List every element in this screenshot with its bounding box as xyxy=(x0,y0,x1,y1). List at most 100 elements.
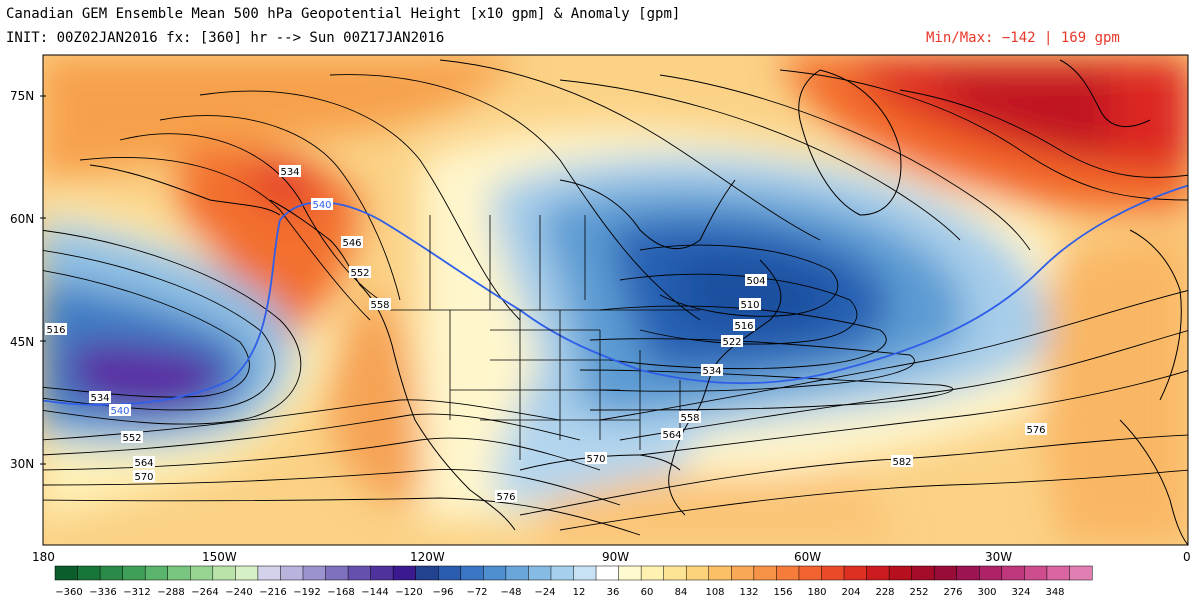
colorbar-tick-label: −360 xyxy=(55,587,82,598)
colorbar-swatch xyxy=(595,565,620,581)
contour-label: 564 xyxy=(662,430,681,441)
colorbar-tick-label: −96 xyxy=(432,587,453,598)
colorbar-swatch xyxy=(1069,565,1093,581)
lon-label: 150W xyxy=(202,550,237,564)
contour-label: 534 xyxy=(90,393,109,404)
colorbar-swatch xyxy=(1024,565,1048,581)
colorbar-tick-label: 12 xyxy=(573,587,586,598)
colorbar xyxy=(54,565,1093,581)
colorbar-tick-label: −120 xyxy=(395,587,422,598)
colorbar-tick-label: 324 xyxy=(1011,587,1030,598)
latitude-labels: 75N 60N 45N 30N xyxy=(10,89,46,471)
colorbar-tick-label: 228 xyxy=(875,587,894,598)
colorbar-tick-label: 84 xyxy=(675,587,688,598)
colorbar-swatch xyxy=(144,565,169,581)
contour-label: 582 xyxy=(892,457,911,468)
contour-label: 570 xyxy=(586,454,605,465)
map-title: Canadian GEM Ensemble Mean 500 hPa Geopo… xyxy=(6,6,681,22)
colorbar-swatch xyxy=(663,565,687,581)
contour-label: 504 xyxy=(746,276,765,287)
colorbar-swatch xyxy=(843,565,868,581)
colorbar-tick-label: −216 xyxy=(259,587,286,598)
colorbar-swatch xyxy=(550,565,575,581)
colorbar-swatch xyxy=(370,565,394,581)
colorbar-swatch xyxy=(979,565,1003,581)
colorbar-swatch xyxy=(302,565,327,581)
anomaly-shading xyxy=(43,55,1188,545)
colorbar-tick-label: 300 xyxy=(977,587,996,598)
contour-labels: 534 540 546 552 558 516 534 540 552 564 … xyxy=(45,165,1047,503)
colorbar-tick-label: 180 xyxy=(807,587,826,598)
lon-label: 0 xyxy=(1183,550,1191,564)
colorbar-swatch xyxy=(685,565,710,581)
colorbar-swatch xyxy=(460,565,484,581)
colorbar-tick-label: 36 xyxy=(607,587,620,598)
colorbar-swatch xyxy=(77,565,101,581)
colorbar-swatch xyxy=(911,565,935,581)
contour-label: 516 xyxy=(734,321,753,332)
colorbar-swatch xyxy=(167,565,191,581)
contour-label: 546 xyxy=(342,238,361,249)
contour-label: 558 xyxy=(680,413,699,424)
colorbar-tick-label: 108 xyxy=(705,587,724,598)
colorbar-tick-label: −24 xyxy=(534,587,555,598)
colorbar-tick-label: −192 xyxy=(293,587,320,598)
colorbar-ticks: −360 −336 −312 −288 −264 −240 −216 −192 −168 −144… xyxy=(55,587,1064,598)
colorbar-swatch xyxy=(618,565,642,581)
longitude-labels: 180 150W 120W 90W 60W 30W 0 xyxy=(32,550,1191,564)
colorbar-swatch xyxy=(505,565,529,581)
colorbar-swatch xyxy=(99,565,124,581)
contour-540-line xyxy=(43,184,1188,406)
contour-label: 516 xyxy=(46,325,65,336)
map-frame xyxy=(42,54,1189,546)
contour-label: 540 xyxy=(110,406,129,417)
contour-label: 552 xyxy=(122,433,141,444)
colorbar-swatch xyxy=(483,565,507,581)
contour-label: 558 xyxy=(370,300,389,311)
contour-label: 552 xyxy=(350,268,369,279)
coastlines xyxy=(89,59,1188,545)
colorbar-swatch xyxy=(392,565,417,581)
contour-label: 540 xyxy=(312,200,331,211)
colorbar-tick-label: 276 xyxy=(943,587,962,598)
contour-label: 510 xyxy=(740,300,759,311)
colorbar-swatch xyxy=(54,565,79,581)
colorbar-swatch xyxy=(933,565,958,581)
colorbar-swatch xyxy=(821,565,845,581)
colorbar-swatch xyxy=(731,565,755,581)
colorbar-swatch xyxy=(325,565,349,581)
lon-label: 60W xyxy=(794,550,821,564)
colorbar-swatch xyxy=(640,565,665,581)
colorbar-swatch xyxy=(212,565,236,581)
colorbar-swatch xyxy=(1001,565,1025,581)
colorbar-tick-label: −264 xyxy=(191,587,218,598)
contour-label: 576 xyxy=(1026,425,1045,436)
lon-label: 30W xyxy=(985,550,1012,564)
contour-label: 534 xyxy=(280,167,299,178)
colorbar-swatch xyxy=(753,565,777,581)
colorbar-tick-label: −312 xyxy=(123,587,150,598)
colorbar-tick-label: 60 xyxy=(641,587,654,598)
colorbar-tick-label: 348 xyxy=(1045,587,1064,598)
colorbar-swatch xyxy=(415,565,439,581)
colorbar-tick-label: −144 xyxy=(361,587,388,598)
lon-label: 180 xyxy=(32,550,55,564)
lat-label: 45N xyxy=(10,335,34,349)
lat-label: 30N xyxy=(10,457,34,471)
political-borders xyxy=(390,215,700,460)
colorbar-tick-label: −168 xyxy=(327,587,354,598)
colorbar-swatch xyxy=(956,565,980,581)
colorbar-tick-label: −336 xyxy=(89,587,116,598)
colorbar-swatch xyxy=(528,565,552,581)
height-contours xyxy=(43,59,1188,536)
lat-label: 60N xyxy=(10,212,34,226)
colorbar-tick-label: 252 xyxy=(909,587,928,598)
colorbar-tick-label: −288 xyxy=(157,587,184,598)
colorbar-tick-label: 156 xyxy=(773,587,792,598)
colorbar-tick-label: 204 xyxy=(841,587,860,598)
lat-label: 75N xyxy=(10,89,34,103)
colorbar-swatch xyxy=(866,565,890,581)
colorbar-swatch xyxy=(798,565,823,581)
lon-label: 120W xyxy=(410,550,445,564)
